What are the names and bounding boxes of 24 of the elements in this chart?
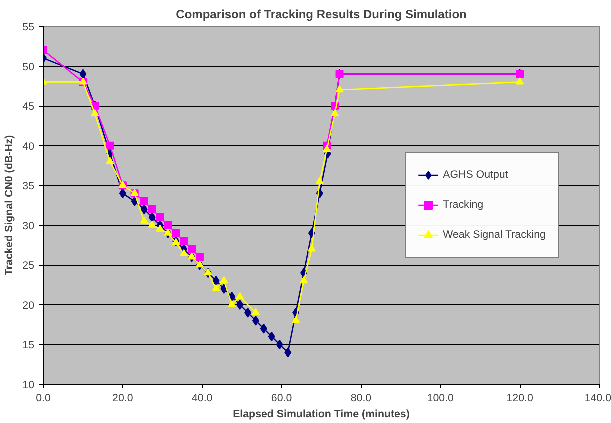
x-axis-title: Elapsed Simulation Time (minutes)	[233, 408, 410, 420]
x-tick-label: 40.0	[192, 392, 213, 404]
x-tick-label: 120.0	[506, 392, 534, 404]
y-tick-label: 55	[22, 22, 35, 34]
y-tick-label: 20	[22, 300, 35, 312]
y-tick-label: 35	[22, 180, 35, 193]
legend-label: AGHS Output	[443, 169, 508, 181]
chart-title: Comparison of Tracking Results During Simulation	[176, 8, 467, 22]
x-tick-label: 80.0	[350, 392, 372, 404]
legend-label: Tracking	[443, 199, 484, 211]
y-tick-label: 45	[22, 101, 35, 114]
y-tick-label: 10	[22, 380, 35, 392]
y-tick-label: 50	[22, 61, 35, 74]
y-axis-title: Tracked Signal CN0 (dB-Hz)	[4, 134, 16, 276]
legend-label: Weak Signal Tracking	[443, 229, 546, 241]
x-tick-label: 0.0	[36, 392, 51, 404]
y-tick-label: 40	[22, 140, 35, 153]
y-tick-label: 25	[22, 260, 35, 272]
y-tick-label: 15	[22, 340, 35, 352]
y-tick-label: 30	[22, 220, 35, 232]
x-tick-label: 60.0	[271, 392, 292, 404]
x-tick-label: 20.0	[112, 392, 134, 404]
x-tick-label: 140.0	[584, 392, 611, 404]
x-tick-label: 100.0	[427, 392, 454, 404]
